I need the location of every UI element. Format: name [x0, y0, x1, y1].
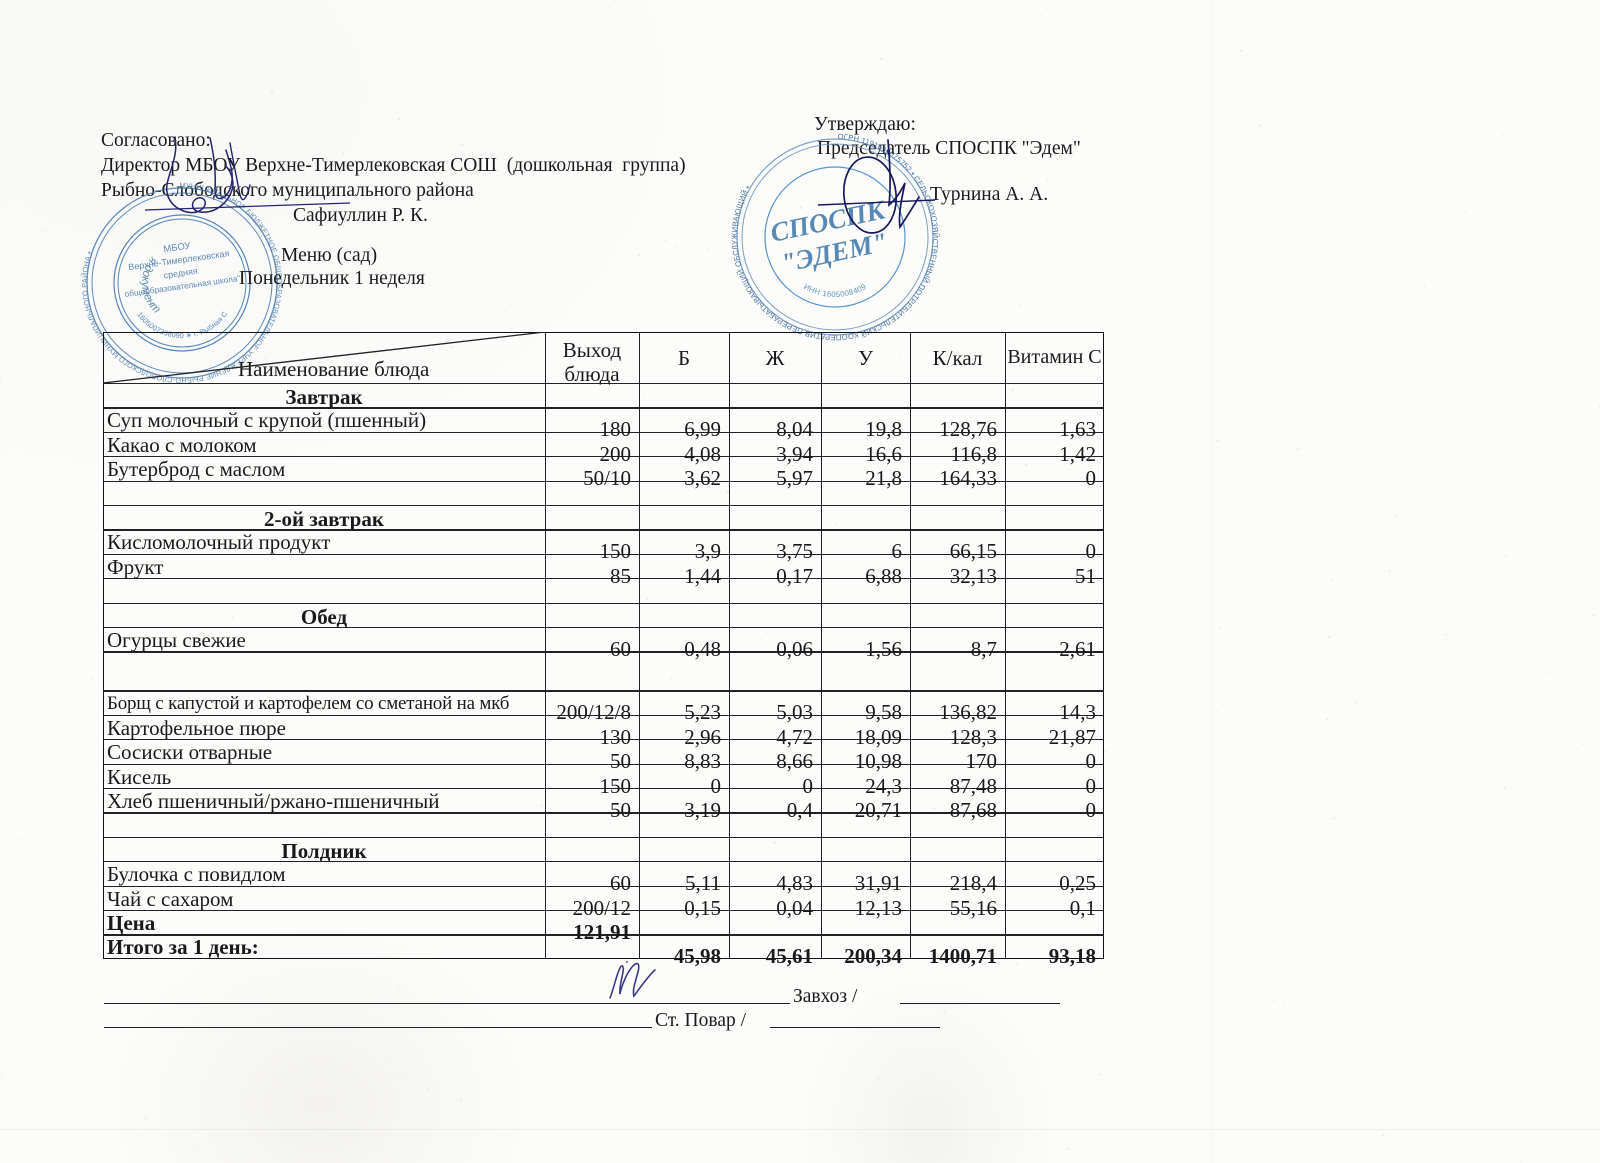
svg-text:ИНН 1605008409: ИНН 1605008409 — [802, 282, 868, 299]
svg-text:средняя: средняя — [163, 266, 198, 281]
